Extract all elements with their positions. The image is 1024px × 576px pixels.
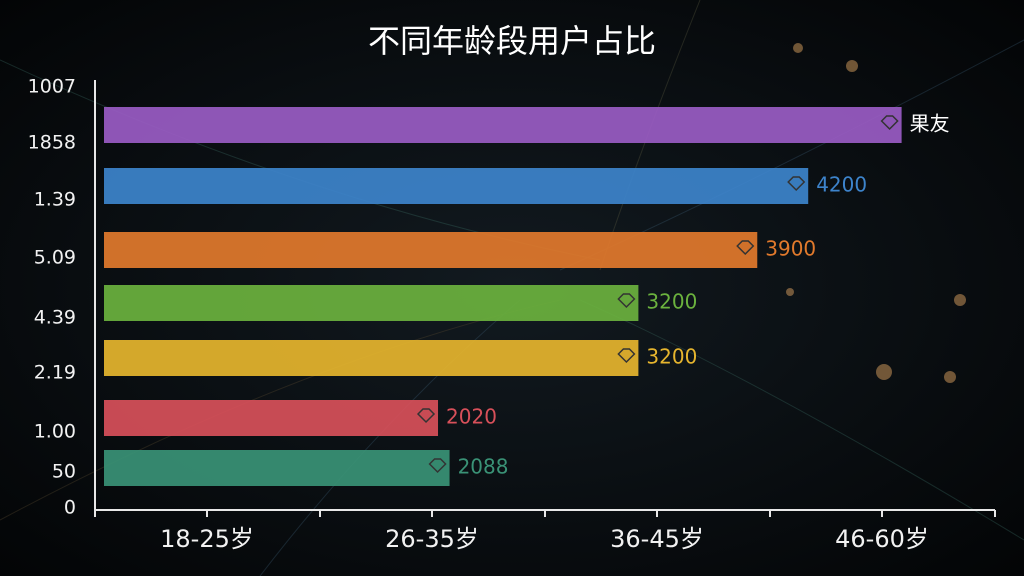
x-tick-label: 26-35岁 bbox=[385, 525, 479, 553]
value-label: 2020 bbox=[446, 405, 497, 429]
bar-end-icon bbox=[416, 408, 436, 424]
value-label: 4200 bbox=[816, 173, 867, 197]
bar-end-icon bbox=[617, 293, 636, 309]
value-label: 果友 bbox=[910, 112, 950, 136]
bar-end-icon bbox=[787, 176, 806, 192]
bar bbox=[104, 285, 639, 321]
bar-end-icon bbox=[617, 348, 636, 364]
bar-end-icon bbox=[880, 115, 899, 131]
bar bbox=[104, 340, 639, 376]
value-label: 3900 bbox=[765, 237, 816, 261]
x-axis-ticks bbox=[94, 510, 996, 517]
y-tick-label: 0 bbox=[64, 497, 76, 519]
y-tick-label: 5.09 bbox=[34, 247, 76, 269]
background-dots bbox=[786, 43, 966, 383]
x-tick-label: 18-25岁 bbox=[160, 525, 254, 553]
bar bbox=[104, 450, 450, 486]
bar-end-icon bbox=[736, 240, 755, 256]
chart-title: 不同年龄段用户占比 bbox=[368, 22, 656, 60]
bar bbox=[104, 400, 439, 436]
bar bbox=[104, 107, 902, 143]
value-label: 3200 bbox=[646, 290, 697, 314]
y-tick-label: 1.39 bbox=[34, 189, 76, 211]
y-tick-label: 2.19 bbox=[34, 362, 76, 384]
y-tick-label: 4.39 bbox=[34, 307, 76, 329]
y-tick-label: 1.00 bbox=[34, 421, 76, 443]
x-tick-label: 46-60岁 bbox=[835, 525, 929, 553]
y-tick-label: 1858 bbox=[28, 132, 76, 154]
y-tick-label: 1007 bbox=[28, 76, 76, 98]
bar-end-icon bbox=[428, 458, 447, 474]
y-tick-label: 50 bbox=[52, 461, 76, 483]
bar bbox=[104, 168, 809, 204]
bar bbox=[104, 232, 758, 268]
value-label: 3200 bbox=[646, 345, 697, 369]
x-tick-label: 36-45岁 bbox=[610, 525, 704, 553]
value-label: 2088 bbox=[458, 455, 509, 479]
